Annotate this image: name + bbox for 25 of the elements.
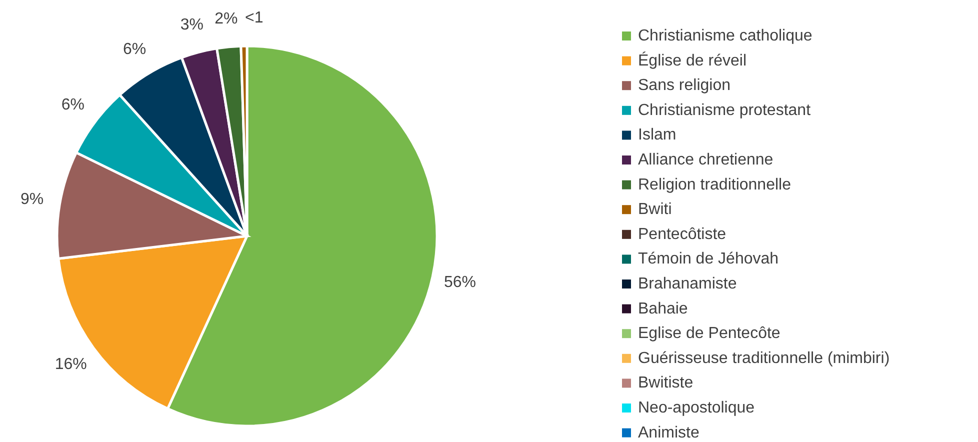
legend-label: Bwitiste	[638, 374, 694, 392]
legend-label: Alliance chretienne	[638, 152, 774, 168]
data-label: 6%	[61, 96, 84, 114]
legend-label: Église de réveil	[638, 51, 746, 70]
data-label: 2%	[214, 10, 238, 28]
legend-label: Religion traditionnelle	[638, 176, 792, 194]
data-label: 3%	[180, 16, 204, 34]
legend-label: Sans religion	[638, 77, 730, 94]
legend-label: Brahanamiste	[638, 276, 737, 292]
data-label: <1	[245, 10, 264, 27]
legend-label: Islam	[638, 126, 676, 144]
legend-label: Bwiti	[638, 201, 672, 218]
data-label: 16%	[54, 356, 87, 373]
data-label: 6%	[122, 40, 146, 58]
legend-label: Pentecôtiste	[638, 226, 726, 243]
data-label: 56%	[444, 274, 476, 292]
data-label: 9%	[20, 191, 44, 208]
legend-label: Christianisme catholique	[638, 28, 812, 44]
legend-label: Animiste	[638, 424, 700, 442]
legend-label: Bahaie	[638, 300, 688, 318]
legend-label: Eglise de Pentecôte	[638, 325, 780, 342]
legend-label: Témoin de Jéhovah	[638, 250, 779, 268]
legend-label: Neo-apostolique	[638, 400, 755, 416]
legend-label: Guérisseuse traditionnelle (mimbiri)	[638, 350, 890, 367]
legend-label: Christianisme protestant	[638, 102, 812, 119]
